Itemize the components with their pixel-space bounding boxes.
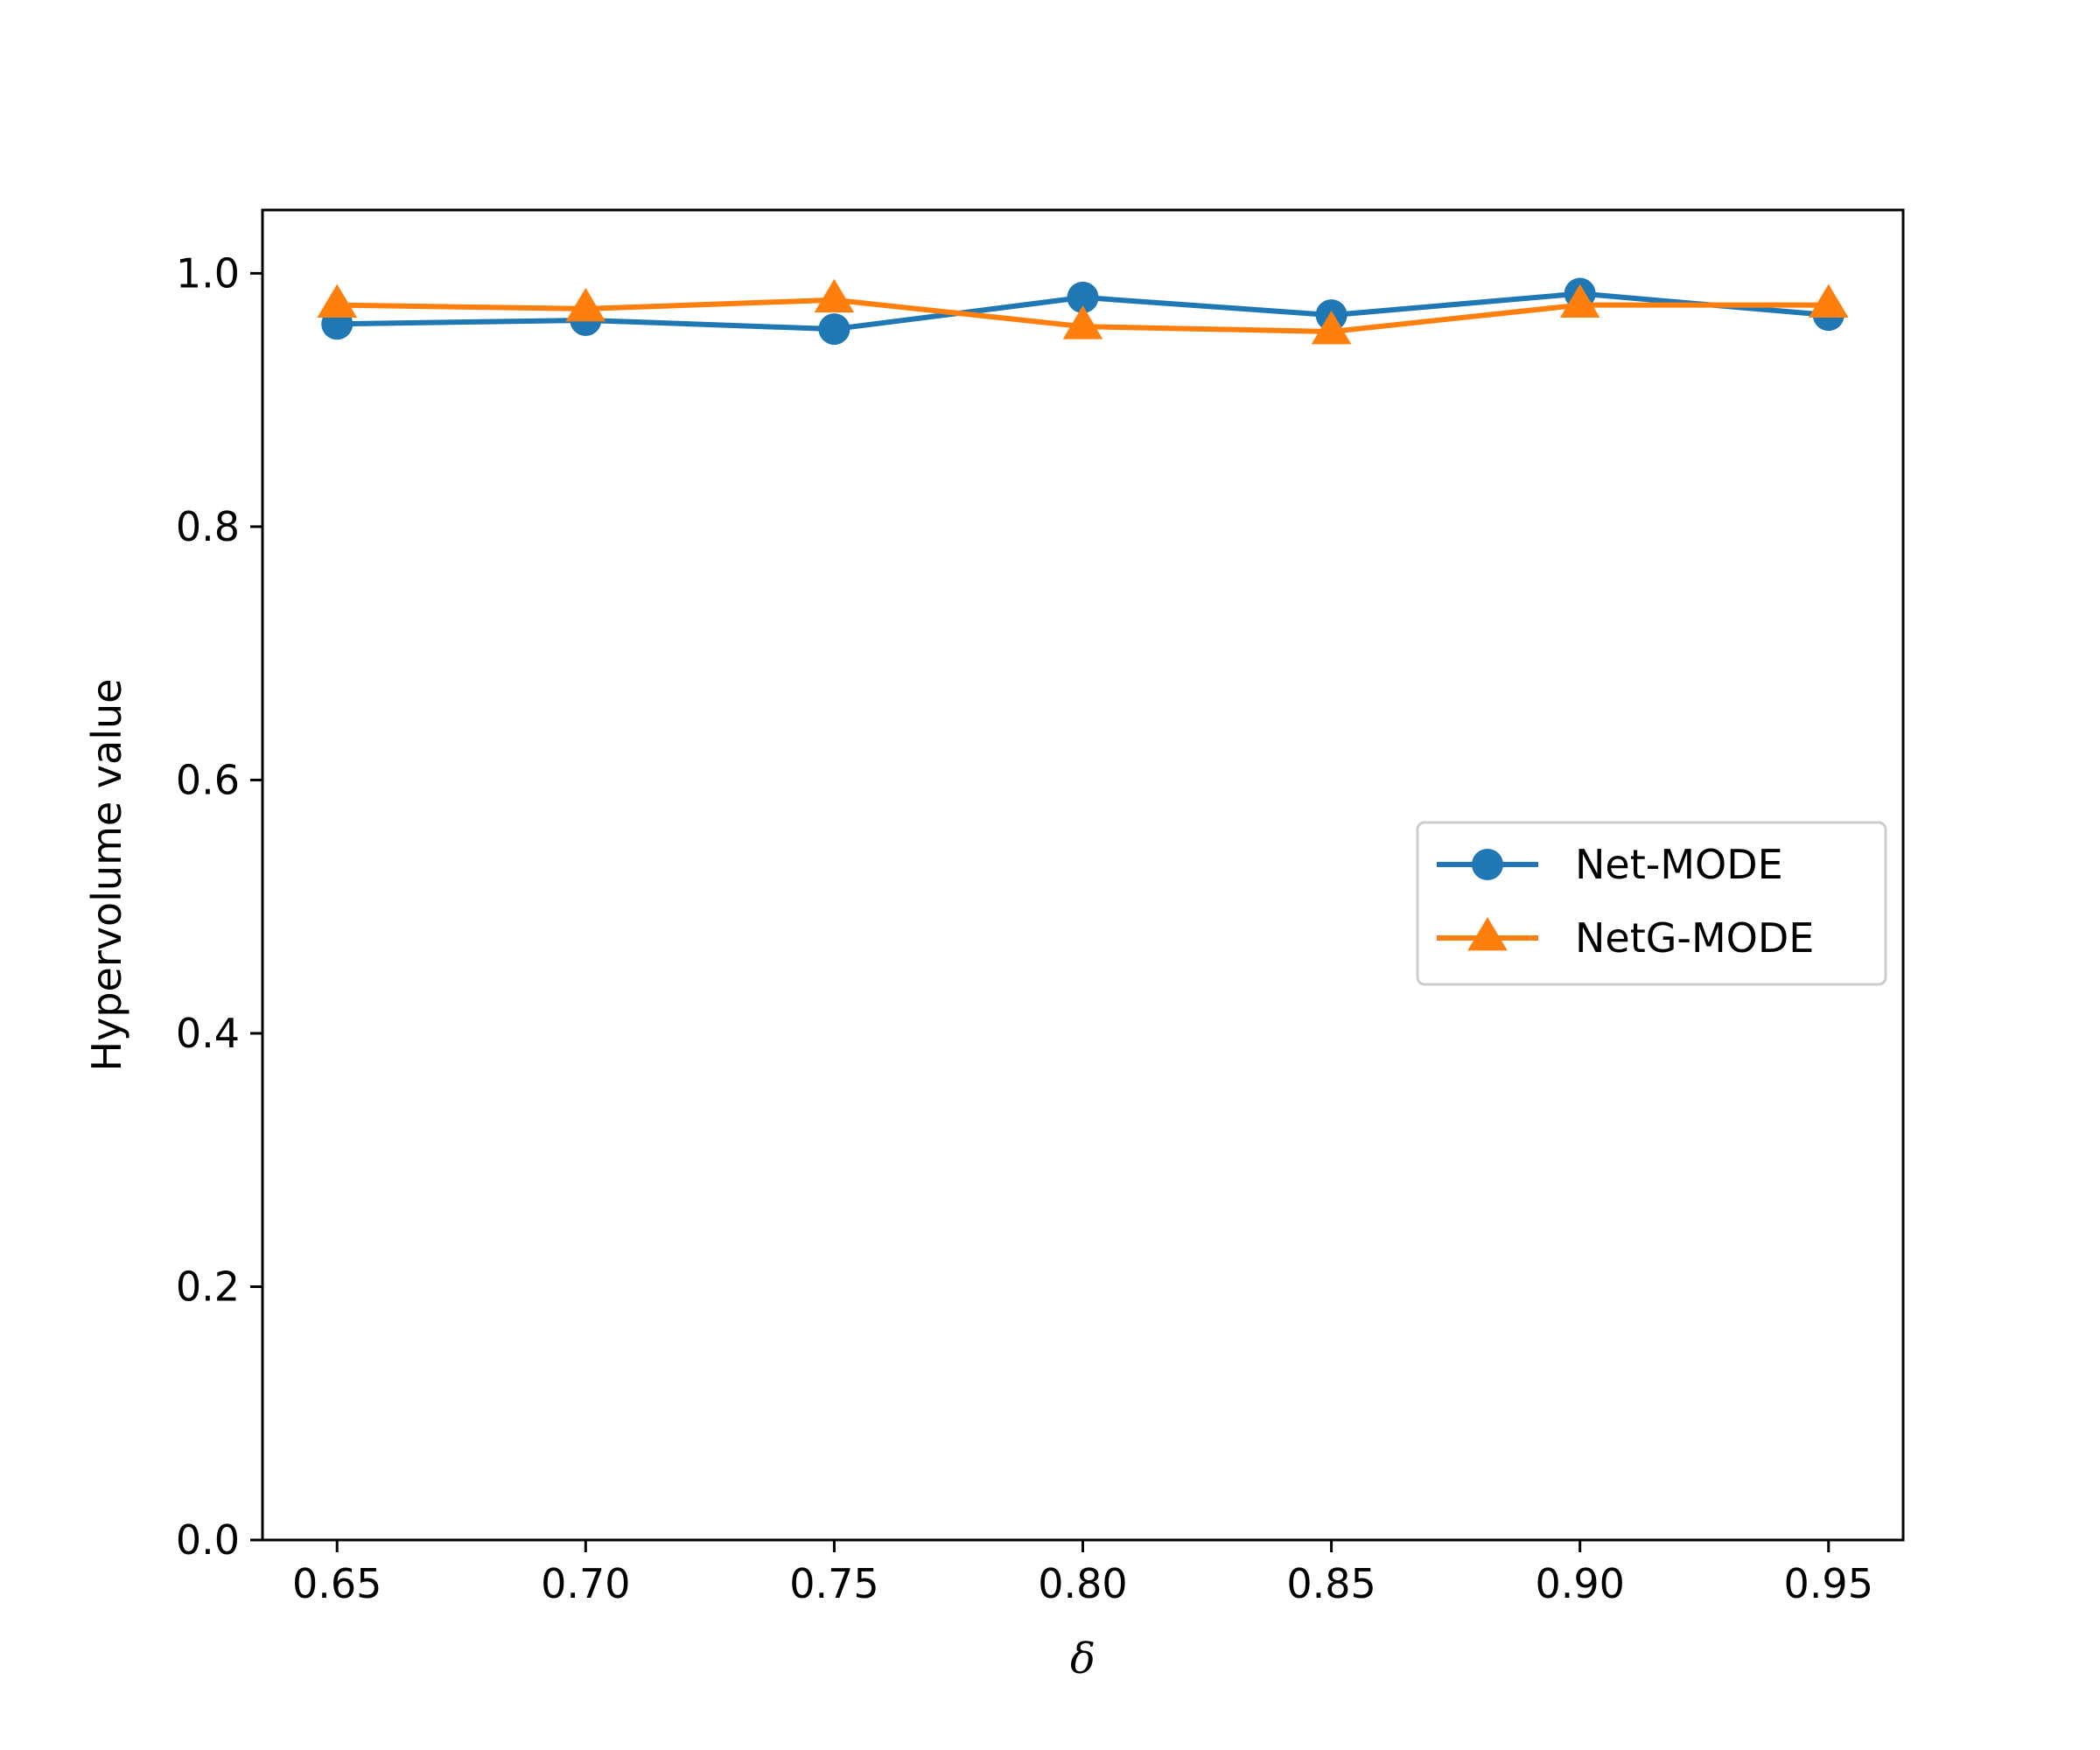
- data-point: [565, 287, 606, 322]
- y-tick-label: 0.0: [176, 1516, 240, 1564]
- legend-marker: [1472, 849, 1503, 880]
- series-layer: [317, 277, 1849, 346]
- data-point: [1311, 310, 1352, 345]
- data-point: [1808, 284, 1849, 318]
- legend-entry: Net-MODE: [1437, 841, 1783, 888]
- x-tick-label: 0.85: [1286, 1560, 1376, 1607]
- y-tick-label: 1.0: [176, 249, 240, 297]
- x-axis-label: δ: [1070, 1634, 1096, 1684]
- legend-entries: Net-MODE NetG-MODE: [1437, 841, 1814, 962]
- data-point: [818, 313, 850, 346]
- legend-label: Net-MODE: [1575, 841, 1783, 888]
- series-netg-mode: [317, 278, 1849, 345]
- legend-entry: NetG-MODE: [1437, 914, 1814, 962]
- data-point: [1559, 284, 1600, 318]
- x-tick-label: 0.95: [1784, 1560, 1873, 1607]
- data-point: [1062, 305, 1103, 340]
- x-tick-label: 0.80: [1038, 1560, 1127, 1607]
- legend-marker: [1467, 917, 1508, 951]
- x-axis: 0.65 0.70 0.75 0.80 0.85 0.90 0.95: [292, 1540, 1873, 1607]
- y-tick-label: 0.6: [176, 756, 240, 803]
- legend: Net-MODE NetG-MODE: [1416, 821, 1887, 986]
- legend-label: NetG-MODE: [1575, 914, 1814, 962]
- y-tick-label: 0.8: [176, 503, 240, 550]
- y-tick-label: 0.4: [176, 1010, 240, 1057]
- x-tick-label: 0.75: [789, 1560, 878, 1607]
- x-tick-label: 0.70: [541, 1560, 630, 1607]
- data-point: [814, 278, 855, 313]
- y-axis-label: Hypervolume value: [83, 679, 130, 1072]
- x-tick-label: 0.65: [292, 1560, 382, 1607]
- x-tick-label: 0.90: [1535, 1560, 1624, 1607]
- data-point: [317, 284, 358, 318]
- y-tick-label: 0.2: [176, 1263, 240, 1310]
- data-point: [1067, 281, 1099, 313]
- y-axis: 0.0 0.2 0.4 0.6 0.8 1.0: [176, 249, 262, 1564]
